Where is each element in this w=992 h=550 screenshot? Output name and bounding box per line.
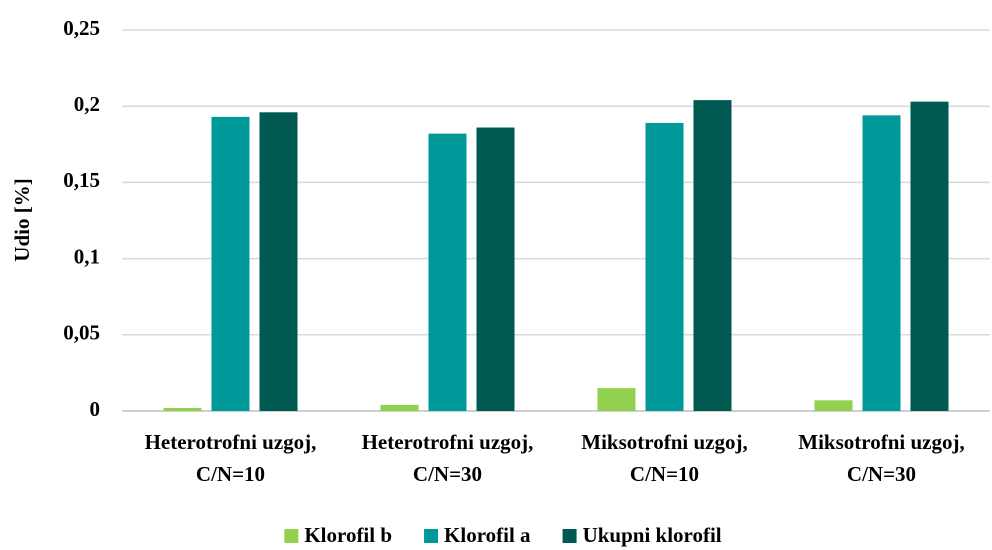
- x-tick-label: Heterotrofni uzgoj, C/N=30: [361, 430, 534, 486]
- bar: [693, 100, 732, 411]
- x-tick-label: Heterotrofni uzgoj, C/N=10: [144, 430, 317, 486]
- legend-label: Ukupni klorofil: [583, 523, 722, 547]
- x-tick-label: Miksotrofni uzgoj, C/N=30: [798, 430, 965, 486]
- y-tick-label: 0,15: [63, 168, 100, 192]
- bar: [645, 122, 684, 412]
- legend-label: Klorofil a: [444, 523, 531, 547]
- bar: [428, 133, 467, 411]
- legend: Klorofil b Klorofil a Ukupni klorofil: [284, 523, 722, 547]
- bar: [380, 404, 419, 411]
- bar: [163, 407, 202, 411]
- legend-swatch: [562, 529, 577, 543]
- bar: [862, 115, 901, 412]
- legend-swatch: [284, 529, 299, 543]
- bar: [211, 116, 250, 412]
- x-tick-label: Miksotrofni uzgoj, C/N=10: [581, 430, 748, 486]
- legend-label: Klorofil b: [304, 523, 392, 547]
- y-tick-label: 0,2: [74, 92, 100, 116]
- y-axis-label: Udio [%]: [10, 178, 34, 261]
- bar: [259, 112, 298, 412]
- y-tick-label: 0,1: [74, 244, 100, 268]
- bar: [597, 388, 636, 411]
- y-tick-label: 0: [90, 397, 101, 421]
- legend-swatch: [424, 529, 439, 543]
- bar: [910, 101, 949, 412]
- bar: [476, 127, 515, 411]
- y-tick-label: 0,25: [63, 16, 100, 40]
- y-tick-label: 0,05: [63, 321, 100, 345]
- bar: [814, 400, 853, 411]
